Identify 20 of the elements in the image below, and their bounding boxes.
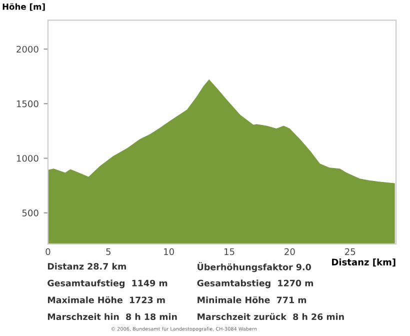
x-tick-label: 15: [224, 248, 234, 256]
x-tick-label: 0: [46, 248, 50, 256]
text: Minimale Höhe 771 m: [198, 296, 306, 304]
y-tick-label: 1000: [16, 154, 38, 162]
text: Gesamtaufstieg 1149 m: [48, 280, 168, 288]
y-axis-title: Höhe [m]: [2, 3, 45, 11]
x-tick-label: 5: [106, 248, 110, 256]
text: Maximale Höhe 1723 m: [48, 296, 165, 304]
text: Gesamtabstieg 1270 m: [197, 280, 314, 288]
text: Marschzeit zurück 8 h 26 min: [198, 313, 344, 320]
x-tick-label: 10: [164, 248, 174, 256]
x-tick-label: 20: [284, 248, 295, 256]
x-tick-label: 25: [345, 248, 356, 256]
text: Distanz 28.7 km: [48, 262, 126, 270]
y-tick-label: 2000: [16, 46, 38, 53]
y-tick-label: 1500: [16, 100, 38, 108]
text: Marschzeit hin 8 h 18 min: [48, 313, 177, 320]
y-tick-label: 500: [22, 210, 38, 216]
text: Überhöhungsfaktor 9.0: [198, 262, 311, 272]
x-axis-title: Distanz [km]: [332, 258, 396, 267]
